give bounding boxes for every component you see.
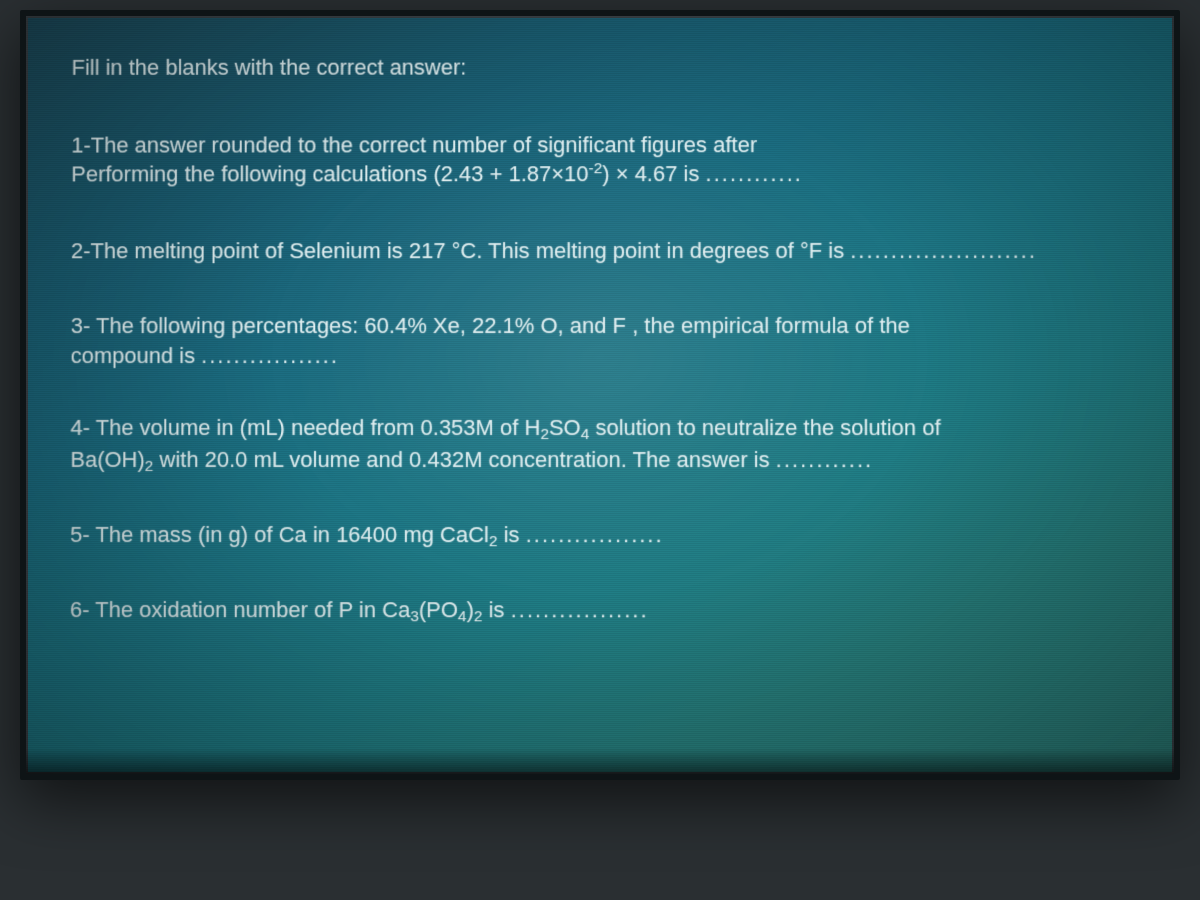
- question-6: 6- The oxidation number of P in Ca3(PO4)…: [70, 595, 1132, 628]
- worksheet-heading: Fill in the blanks with the correct answ…: [71, 52, 1129, 82]
- q5-a: 5- The mass (in g) of Ca in 16400 mg CaC…: [70, 522, 489, 547]
- question-4: 4- The volume in (mL) needed from 0.353M…: [70, 413, 1131, 478]
- q4-baoh-sub: 2: [145, 458, 154, 475]
- q4-l1b: SO: [549, 415, 581, 440]
- q1-line1: 1-The answer rounded to the correct numb…: [71, 132, 757, 157]
- q2-text: 2-The melting point of Selenium is 217 °…: [71, 238, 850, 263]
- q4-h-sub: 2: [540, 425, 549, 442]
- question-5: 5- The mass (in g) of Ca in 16400 mg CaC…: [70, 520, 1131, 553]
- q4-blank: ............: [776, 447, 874, 472]
- question-2: 2-The melting point of Selenium is 217 °…: [71, 235, 1130, 265]
- q2-blank: .......................: [850, 237, 1037, 262]
- q4-l2b: with 20.0 mL volume and 0.432M concentra…: [153, 447, 775, 472]
- worksheet-content: Fill in the blanks with the correct answ…: [26, 16, 1176, 704]
- q1-line2b: ) × 4.67 is: [602, 162, 705, 187]
- q3-line2: compound is: [71, 343, 202, 368]
- q6-b: (PO: [419, 597, 458, 622]
- q6-c: ): [466, 597, 473, 622]
- q6-blank: .................: [511, 597, 649, 622]
- bottom-gradient: [26, 748, 1174, 774]
- q5-b: is: [497, 522, 525, 547]
- question-1: 1-The answer rounded to the correct numb…: [71, 130, 1130, 190]
- q4-l1c: solution to neutralize the solution of: [589, 415, 940, 440]
- q6-outer-sub: 2: [474, 608, 483, 625]
- q5-blank: .................: [526, 522, 664, 547]
- q4-l1a: 4- The volume in (mL) needed from 0.353M…: [70, 415, 540, 440]
- q1-line2a: Performing the following calculations (2…: [71, 162, 588, 187]
- q1-exponent: -2: [589, 161, 603, 178]
- q3-line1: 3- The following percentages: 60.4% Xe, …: [71, 313, 910, 338]
- q3-blank: .................: [201, 343, 339, 368]
- q1-blank: ............: [705, 162, 802, 187]
- question-3: 3- The following percentages: 60.4% Xe, …: [71, 311, 1131, 370]
- q6-ca-sub: 3: [410, 608, 419, 625]
- q4-l2a: Ba(OH): [70, 447, 144, 472]
- q6-po-sub: 4: [458, 608, 467, 625]
- q6-d: is: [482, 597, 510, 622]
- q6-a: 6- The oxidation number of P in Ca: [70, 597, 410, 622]
- q5-sub: 2: [489, 533, 498, 550]
- screen-frame: Fill in the blanks with the correct answ…: [20, 10, 1180, 780]
